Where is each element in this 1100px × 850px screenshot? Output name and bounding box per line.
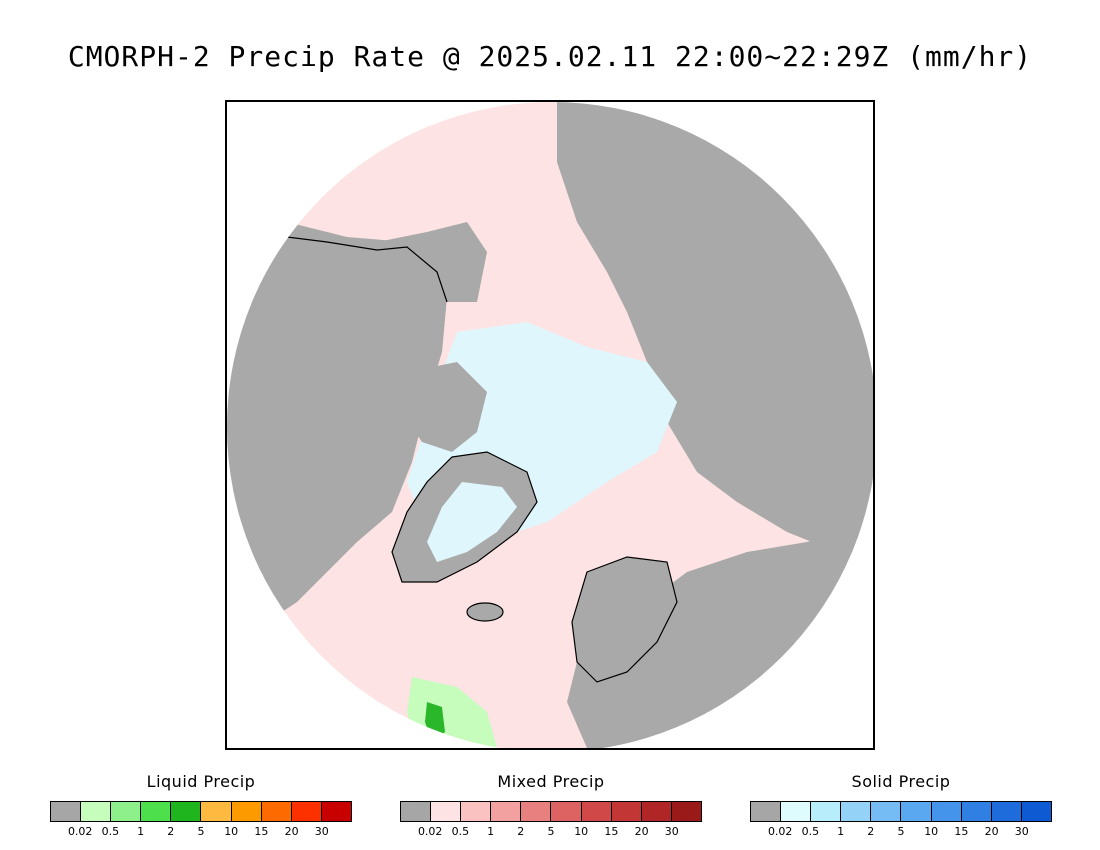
legend-mixed-ticks: 0.02 0.5 1 2 5 10 15 20 30 <box>400 825 702 839</box>
legend-swatch-mixed-7 <box>611 802 642 821</box>
legend-swatch-liquid-5 <box>201 802 232 821</box>
coastline-north-america <box>286 236 448 303</box>
legend-tick-liquid-0: 0.02 <box>67 825 93 838</box>
legend-tick-solid-5: 10 <box>924 825 939 838</box>
legend-swatch-solid-1 <box>781 802 812 821</box>
siberia-land <box>557 102 873 572</box>
legend-tick-mixed-3: 2 <box>517 825 525 838</box>
legend-tick-mixed-1: 0.5 <box>451 825 470 838</box>
alaska-land <box>297 222 487 302</box>
legend-tick-solid-2: 1 <box>837 825 845 838</box>
legend-tick-solid-6: 15 <box>954 825 969 838</box>
scandinavia <box>572 557 677 682</box>
chart-title: CMORPH-2 Precip Rate @ 2025.02.11 22:00~… <box>67 40 1033 73</box>
legend-tick-mixed-7: 20 <box>634 825 649 838</box>
legend-tick-solid-4: 5 <box>897 825 905 838</box>
legend-tick-solid-0: 0.02 <box>767 825 793 838</box>
legend-tick-mixed-5: 10 <box>574 825 589 838</box>
legend-solid-precip: Solid Precip 0.02 0.5 1 2 5 10 15 20 30 <box>750 772 1052 839</box>
legend-mixed-precip: Mixed Precip 0.02 0.5 1 2 5 10 15 20 30 <box>400 772 702 839</box>
legend-swatch-liquid-4 <box>171 802 202 821</box>
legend-tick-solid-7: 20 <box>984 825 999 838</box>
legend-swatch-liquid-6 <box>231 802 262 821</box>
legend-swatch-liquid-2 <box>111 802 142 821</box>
legend-swatch-liquid-3 <box>141 802 172 821</box>
legend-tick-liquid-4: 5 <box>197 825 205 838</box>
legend-liquid-precip: Liquid Precip 0.02 0.5 1 2 5 10 15 20 30 <box>50 772 352 839</box>
legend-swatch-solid-0 <box>751 802 782 821</box>
legend-swatch-solid-5 <box>901 802 932 821</box>
legend-liquid-ticks: 0.02 0.5 1 2 5 10 15 20 30 <box>50 825 352 839</box>
legend-swatch-mixed-8 <box>641 802 672 821</box>
legend-swatch-mixed-2 <box>461 802 492 821</box>
atlantic-liquid-precip-heavy <box>425 702 445 742</box>
legend-swatch-solid-3 <box>841 802 872 821</box>
legend-liquid-swatches <box>50 801 352 822</box>
legend-tick-liquid-5: 10 <box>224 825 239 838</box>
legend-tick-liquid-3: 2 <box>167 825 175 838</box>
legend-tick-mixed-4: 5 <box>547 825 555 838</box>
legend-tick-liquid-8: 30 <box>314 825 329 838</box>
legend-tick-solid-8: 30 <box>1014 825 1029 838</box>
north-america-land <box>227 222 447 622</box>
legend-tick-liquid-2: 1 <box>137 825 145 838</box>
legend-swatch-mixed-1 <box>431 802 462 821</box>
legend-tick-mixed-0: 0.02 <box>417 825 443 838</box>
legend-swatch-mixed-6 <box>581 802 612 821</box>
coastline-greenland <box>391 451 538 583</box>
legend-swatch-liquid-8 <box>291 802 322 821</box>
legend-tick-solid-3: 2 <box>867 825 875 838</box>
legend-swatch-solid-8 <box>991 802 1022 821</box>
legend-tick-mixed-6: 15 <box>604 825 619 838</box>
legend-tick-liquid-7: 20 <box>284 825 299 838</box>
greenland-snow <box>427 482 517 562</box>
legend-swatch-liquid-1 <box>81 802 112 821</box>
legend-solid-ticks: 0.02 0.5 1 2 5 10 15 20 30 <box>750 825 1052 839</box>
legend-swatch-solid-4 <box>871 802 902 821</box>
legend-swatch-mixed-5 <box>551 802 582 821</box>
legend-tick-solid-1: 0.5 <box>801 825 820 838</box>
legend-solid-title: Solid Precip <box>851 772 951 791</box>
legend-liquid-title: Liquid Precip <box>146 772 256 791</box>
legend-swatch-liquid-9 <box>321 802 351 821</box>
legend-mixed-swatches <box>400 801 702 822</box>
iceland <box>467 603 503 621</box>
canadian-archipelago <box>402 362 487 452</box>
legend-swatch-mixed-9 <box>671 802 701 821</box>
legend-swatch-mixed-0 <box>401 802 432 821</box>
legend-solid-swatches <box>750 801 1052 822</box>
map-canvas <box>227 102 873 748</box>
legend-swatch-solid-6 <box>931 802 962 821</box>
polar-precip-map <box>225 100 875 750</box>
legend-tick-liquid-1: 0.5 <box>101 825 120 838</box>
legend-tick-mixed-8: 30 <box>664 825 679 838</box>
coastline-iceland <box>466 602 504 622</box>
legend-swatch-solid-9 <box>1021 802 1051 821</box>
legend-mixed-title: Mixed Precip <box>497 772 605 791</box>
legend-tick-liquid-6: 15 <box>254 825 269 838</box>
legend-tick-mixed-2: 1 <box>487 825 495 838</box>
legend-swatch-solid-2 <box>811 802 842 821</box>
coastline-scandinavia <box>571 556 678 683</box>
legend-swatch-mixed-4 <box>521 802 552 821</box>
legend-swatch-liquid-0 <box>51 802 82 821</box>
legend-swatch-mixed-3 <box>491 802 522 821</box>
legend-swatch-liquid-7 <box>261 802 292 821</box>
legend-swatch-solid-7 <box>961 802 992 821</box>
